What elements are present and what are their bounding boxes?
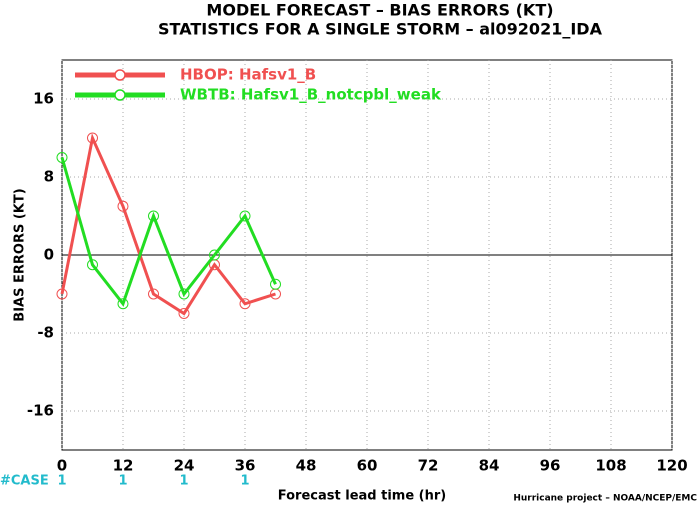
case-count: 1: [118, 474, 127, 489]
legend-label: HBOP: Hafsv1_B: [180, 66, 316, 84]
point-marker: [178, 288, 190, 300]
y-tick-label: -8: [37, 324, 54, 342]
y-axis-label: BIAS ERRORS (KT): [13, 188, 28, 321]
x-axis-label: Forecast lead time (hr): [278, 489, 446, 504]
legend-marker: [114, 69, 126, 81]
point-marker: [209, 249, 220, 261]
y-tick-label: 8: [44, 168, 54, 186]
x-tick-label: 12: [113, 457, 134, 475]
case-count: 1: [240, 474, 249, 489]
x-tick-label: 72: [418, 457, 439, 475]
point-marker: [117, 200, 129, 212]
case-count: 1: [57, 474, 66, 489]
case-label: #CASE: [0, 474, 49, 489]
point-marker: [239, 210, 251, 222]
series-line: [60, 157, 277, 307]
point-marker: [56, 152, 68, 163]
x-tick-label: 96: [540, 457, 561, 475]
x-tick-label: 36: [235, 457, 256, 475]
y-tick-label: 16: [33, 90, 54, 108]
point-marker: [87, 259, 98, 271]
legend-marker: [114, 89, 126, 101]
point-marker: [87, 132, 98, 144]
point-marker: [239, 298, 251, 310]
x-tick-label: 60: [357, 457, 378, 475]
point-marker: [56, 288, 68, 300]
y-tick-label: 0: [44, 246, 54, 264]
point-marker: [148, 288, 159, 300]
legend-label: WBTB: Hafsv1_B_notcpbl_weak: [180, 86, 442, 104]
x-tick-label: 84: [479, 457, 500, 475]
point-marker: [270, 278, 281, 290]
case-count: 1: [179, 474, 188, 489]
chart-subtitle: STATISTICS FOR A SINGLE STORM – al092021…: [158, 20, 603, 39]
x-tick-label: 120: [656, 457, 687, 475]
x-tick-label: 108: [595, 457, 626, 475]
chart-title: MODEL FORECAST – BIAS ERRORS (KT): [206, 1, 553, 20]
y-tick-label: -16: [27, 402, 54, 420]
point-marker: [148, 210, 159, 222]
x-tick-label: 24: [174, 457, 195, 475]
series-line: [60, 133, 276, 316]
point-marker: [178, 308, 190, 319]
point-marker: [117, 298, 129, 310]
x-tick-label: 48: [296, 457, 317, 475]
x-tick-label: 0: [57, 457, 67, 475]
footer: Hurricane project – NOAA/NCEP/EMC: [513, 494, 697, 504]
